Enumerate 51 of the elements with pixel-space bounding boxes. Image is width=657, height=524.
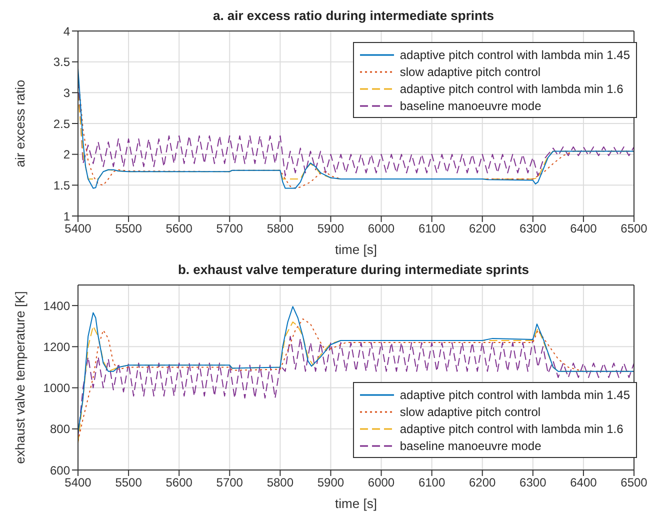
y-tick-label: 1400	[43, 298, 70, 313]
x-tick-label: 5600	[166, 222, 193, 236]
chart-title: b. exhaust valve temperature during intermediate sprints	[176, 262, 530, 279]
y-tick-label: 1200	[43, 340, 70, 354]
line-series	[78, 306, 634, 434]
x-tick-label: 6500	[620, 222, 648, 236]
x-tick-label: 5600	[166, 476, 193, 490]
legend-label: adaptive pitch control with lambda min 1.6	[400, 82, 624, 96]
x-tick-label: 5800	[266, 222, 294, 236]
legend-label: baseline manoeuvre mode	[400, 438, 542, 452]
y-tick-label: 2.5	[53, 116, 70, 131]
x-tick-label: 5400	[64, 476, 92, 490]
x-tick-label: 6400	[570, 476, 598, 490]
x-tick-label: 6300	[520, 476, 547, 490]
x-tick-label: 6200	[469, 476, 496, 490]
x-tick-label: 5400	[64, 222, 92, 236]
y-tick-label: 1	[63, 209, 70, 224]
x-tick-label: 6000	[368, 476, 395, 490]
legend-label: adaptive pitch control with lambda min 1.6	[400, 422, 624, 436]
y-axis-title: air excess ratio	[12, 80, 28, 168]
legend-label: baseline manoeuvre mode	[400, 98, 542, 112]
x-tick-label: 5700	[216, 476, 244, 490]
x-tick-label: 6300	[520, 222, 547, 236]
y-tick-label: 3.5	[53, 55, 70, 70]
legend-label: slow adaptive pitch control	[400, 64, 541, 78]
legend-label: adaptive pitch control with lambda min 1.45	[400, 388, 630, 402]
y-tick-label: 4	[63, 24, 70, 38]
chart-title: a. air excess ratio during intermediate sprints	[212, 8, 496, 25]
legend-label: slow adaptive pitch control	[400, 404, 541, 418]
x-axis-title: time [s]	[335, 496, 377, 511]
x-tick-label: 5500	[115, 222, 142, 236]
legend-label: adaptive pitch control with lambda min 1.45	[400, 48, 630, 62]
y-axis-title: exhaust valve temperature [K]	[12, 291, 28, 464]
y-tick-label: 2	[63, 148, 70, 162]
y-tick-label: 800	[50, 422, 70, 436]
x-tick-label: 6100	[418, 476, 446, 490]
x-tick-label: 6400	[570, 222, 598, 236]
x-tick-label: 6100	[418, 222, 446, 236]
x-tick-label: 5900	[317, 476, 344, 490]
x-tick-label: 6000	[368, 222, 395, 236]
y-tick-label: 3	[63, 86, 70, 100]
x-axis-title: time [s]	[335, 242, 377, 257]
x-tick-label: 5900	[317, 222, 344, 236]
x-tick-label: 6200	[469, 222, 496, 236]
y-tick-label: 1000	[43, 381, 70, 396]
y-tick-label: 600	[50, 463, 70, 478]
x-tick-label: 5800	[266, 476, 294, 490]
x-tick-label: 6500	[620, 476, 648, 490]
x-tick-label: 5700	[216, 222, 244, 236]
x-tick-label: 5500	[115, 476, 142, 490]
y-tick-label: 1.5	[53, 178, 70, 192]
